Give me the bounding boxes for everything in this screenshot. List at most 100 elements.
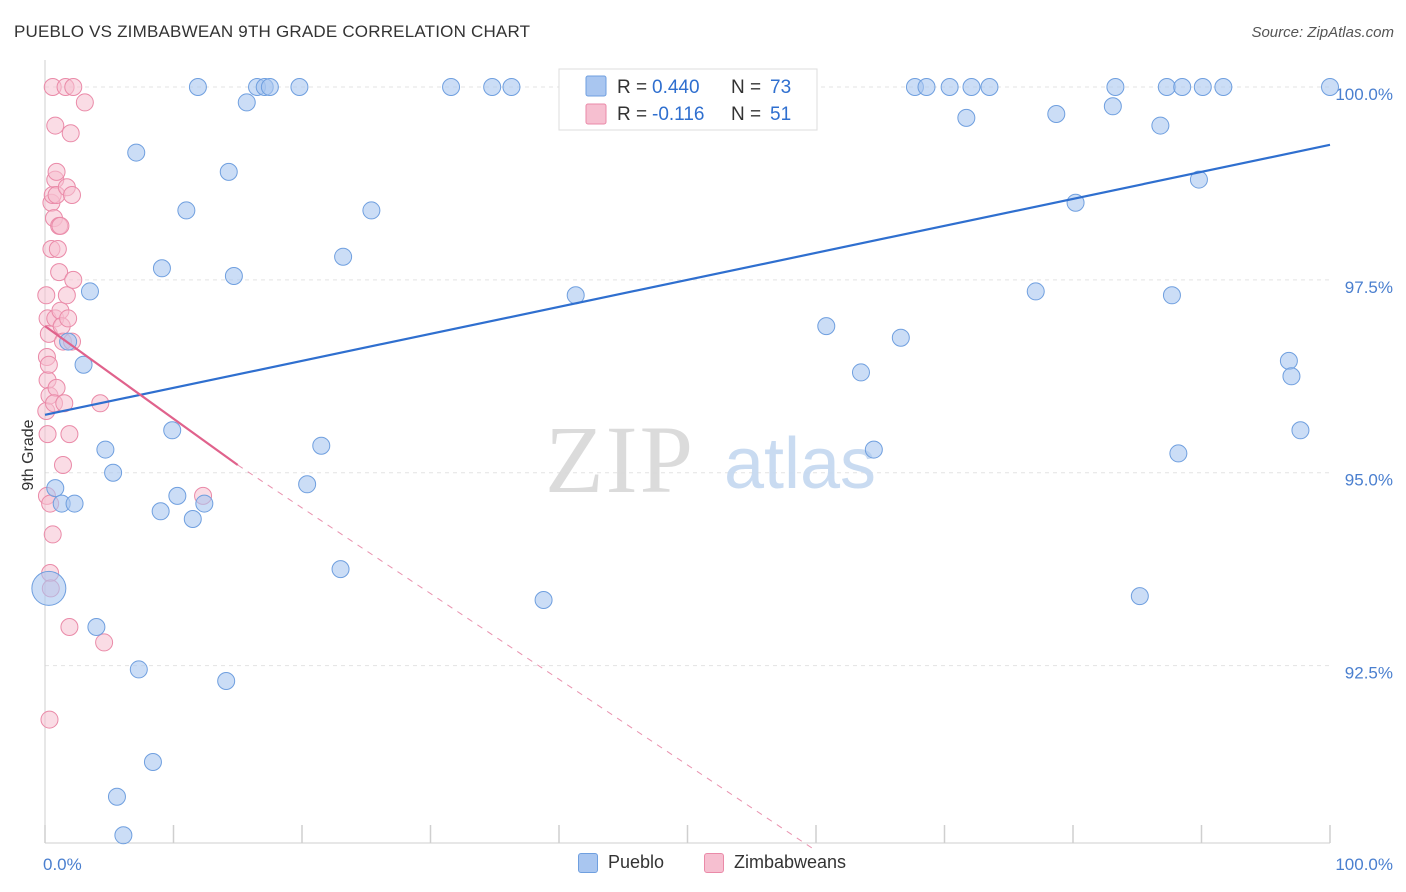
zimbabweans-points [37, 78, 213, 729]
y-tick-label-3: 100.0% [1335, 85, 1393, 104]
legend-n-value-1: 73 [770, 77, 791, 98]
legend-n-value-2: 51 [770, 104, 791, 125]
chart-title: PUEBLO VS ZIMBABWEAN 9TH GRADE CORRELATI… [14, 22, 531, 41]
source-label: Source: ZipAtlas.com [1251, 24, 1394, 41]
pueblo-point-68 [1214, 78, 1233, 96]
y-tick-label-2: 97.5% [1345, 278, 1393, 297]
zimbabweans-point-39 [60, 425, 79, 444]
pueblo-point-23 [219, 162, 238, 181]
zimbabweans-point-25 [47, 378, 66, 397]
pueblo-point-8 [96, 440, 115, 459]
zimbabweans-point-23 [48, 240, 67, 258]
pueblo-point-62 [1157, 78, 1176, 96]
pueblo-point-1 [46, 479, 65, 498]
zimbabweans-point-43 [64, 270, 83, 289]
pueblo-point-64 [1189, 170, 1208, 189]
legend-swatch-zimbabweans [585, 103, 607, 125]
pueblo-point-22 [195, 494, 214, 513]
pueblo-point-33 [334, 247, 353, 266]
pueblo-point-72 [1321, 78, 1339, 96]
pueblo-point-50 [917, 78, 936, 96]
pueblo-point-7 [87, 618, 106, 636]
pueblo-point-11 [114, 826, 133, 845]
pueblo-point-71 [1291, 421, 1310, 440]
pueblo-point-56 [1047, 105, 1066, 123]
pueblo-point-55 [1026, 282, 1045, 301]
zimbabweans-point-8 [39, 355, 58, 374]
pueblo-point-67 [1169, 444, 1188, 463]
pueblo-point-25 [224, 267, 243, 285]
x-tick-labels: 0.0% 100.0% [43, 855, 1393, 874]
pueblo-point-66 [1162, 286, 1181, 305]
y-tick-label-1: 95.0% [1345, 471, 1393, 490]
pueblo-point-21 [188, 78, 207, 96]
grid-lines [45, 86, 1330, 667]
pueblo-point-32 [312, 436, 331, 455]
pueblo-point-6 [80, 282, 99, 301]
pueblo-point-39 [534, 591, 553, 609]
pueblo-point-24 [217, 672, 236, 690]
zimbabweans-point-19 [46, 116, 65, 135]
pueblo-point-26 [237, 93, 256, 112]
zimbabweans-point-45 [64, 78, 83, 96]
y-tick-label-0: 92.5% [1345, 664, 1393, 683]
pueblo-point-70 [1282, 367, 1301, 386]
pueblo-point-48 [891, 328, 910, 347]
pueblo-point-19 [177, 201, 196, 220]
zimbabweans-point-27 [43, 525, 62, 544]
legend-swatch-pueblo [585, 75, 607, 97]
pueblo-point-34 [331, 560, 350, 579]
zimbabweans-point-40 [60, 618, 79, 636]
pueblo-point-52 [962, 78, 981, 96]
zimbabweans-point-38 [59, 309, 78, 328]
pueblo-point-30 [290, 78, 309, 96]
pueblo-trend-line [44, 143, 1331, 416]
legend-label-pueblo: Pueblo [608, 852, 665, 872]
pueblo-point-29 [260, 78, 279, 96]
pueblo-point-65 [1193, 78, 1212, 96]
pueblo-point-0 [31, 570, 67, 606]
zimbabweans-point-37 [57, 286, 76, 305]
pueblo-point-53 [957, 108, 976, 127]
pueblo-point-15 [152, 259, 171, 278]
pueblo-point-9 [104, 463, 123, 482]
trend-lines [44, 143, 1331, 852]
zimbabweans-point-0 [37, 286, 56, 305]
x-tick-label-0: 0.0% [43, 855, 82, 874]
pueblo-point-58 [1103, 97, 1122, 116]
legend-item-pueblo[interactable]: Pueblo [578, 852, 664, 873]
zimbabweans-point-41 [61, 124, 80, 143]
pueblo-point-46 [851, 363, 870, 382]
pueblo-point-18 [168, 486, 187, 505]
pueblo-point-31 [298, 475, 317, 494]
pueblo-point-45 [817, 317, 836, 336]
watermark-zip: ZIP [545, 406, 695, 513]
zimbabweans-point-29 [51, 216, 70, 235]
correlation-legend: R = 0.440 N = 73 R = -0.116 N = 51 [558, 68, 818, 131]
pueblo-point-51 [940, 78, 959, 96]
zimbabweans-swatch [704, 852, 724, 873]
pueblo-point-10 [107, 787, 126, 806]
legend-r-value-2: -0.116 [652, 104, 704, 125]
pueblo-point-3 [65, 494, 84, 513]
legend-item-zimbabweans[interactable]: Zimbabweans [704, 852, 846, 873]
pueblo-point-63 [1173, 78, 1192, 96]
zimbabweans-point-4 [38, 425, 57, 444]
bottom-legend: Pueblo Zimbabweans [0, 852, 1406, 878]
pueblo-point-14 [143, 753, 162, 771]
legend-n-label-2: N = [731, 104, 761, 125]
zimbabweans-trend-extension [237, 464, 817, 852]
pueblo-point-61 [1151, 116, 1170, 135]
pueblo-point-59 [1106, 78, 1125, 96]
pueblo-point-5 [74, 355, 93, 374]
pueblo-point-47 [864, 440, 883, 459]
zimbabweans-point-48 [95, 633, 114, 652]
watermark-atlas: atlas [724, 424, 876, 504]
zimbabweans-point-34 [53, 456, 72, 474]
legend-r-label-2: R = [617, 104, 647, 125]
y-axis-title: 9th Grade [20, 419, 37, 490]
pueblo-point-16 [151, 502, 170, 521]
zimbabweans-point-30 [50, 263, 69, 282]
pueblo-point-20 [183, 510, 202, 528]
